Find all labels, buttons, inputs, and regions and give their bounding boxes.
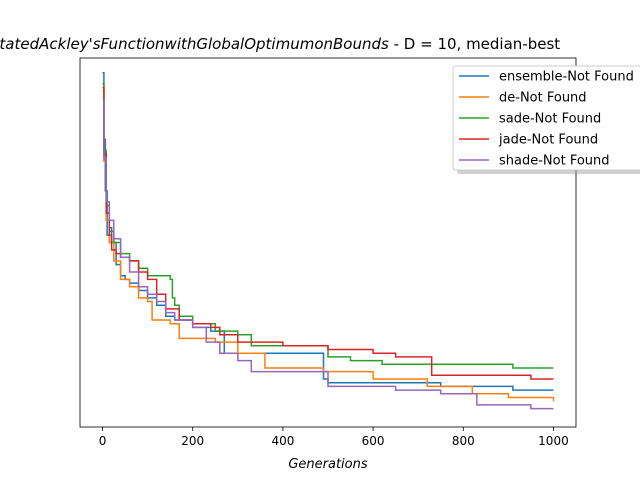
- x-tick-label: 0: [99, 434, 107, 448]
- x-tick-label: 200: [181, 434, 204, 448]
- legend-box: [452, 65, 640, 171]
- series-layer: [102, 72, 555, 410]
- plot-frame: [79, 57, 577, 428]
- legend-items: ensemble-Not Found de-Not Found sade-Not F…: [459, 70, 634, 169]
- series-line-shade: [102, 97, 554, 410]
- x-axis-label: Generations: [288, 457, 368, 472]
- x-tick-label: 1000: [538, 434, 569, 448]
- x-axis-ticks: 0 200 400 600 800 1000: [99, 427, 569, 448]
- legend-label: de-Not Found: [499, 91, 587, 106]
- x-tick-label: 600: [362, 434, 385, 448]
- chart-title: RotatedAckley'sFunctionwithGlobalOptimum…: [0, 35, 560, 53]
- legend-label: sade-Not Found: [499, 112, 601, 127]
- x-tick-label: 800: [452, 434, 475, 448]
- legend-label: jade-Not Found: [498, 133, 598, 148]
- x-tick-label: 400: [271, 434, 294, 448]
- chart-title-function: RotatedAckley'sFunctionwithGlobalOptimum…: [0, 35, 389, 53]
- chart-title-details: - D = 10, median-best: [389, 35, 560, 53]
- legend-label: ensemble-Not Found: [499, 70, 634, 85]
- legend: ensemble-Not Found de-Not Found sade-Not F…: [452, 65, 640, 174]
- legend-label: shade-Not Found: [499, 154, 610, 169]
